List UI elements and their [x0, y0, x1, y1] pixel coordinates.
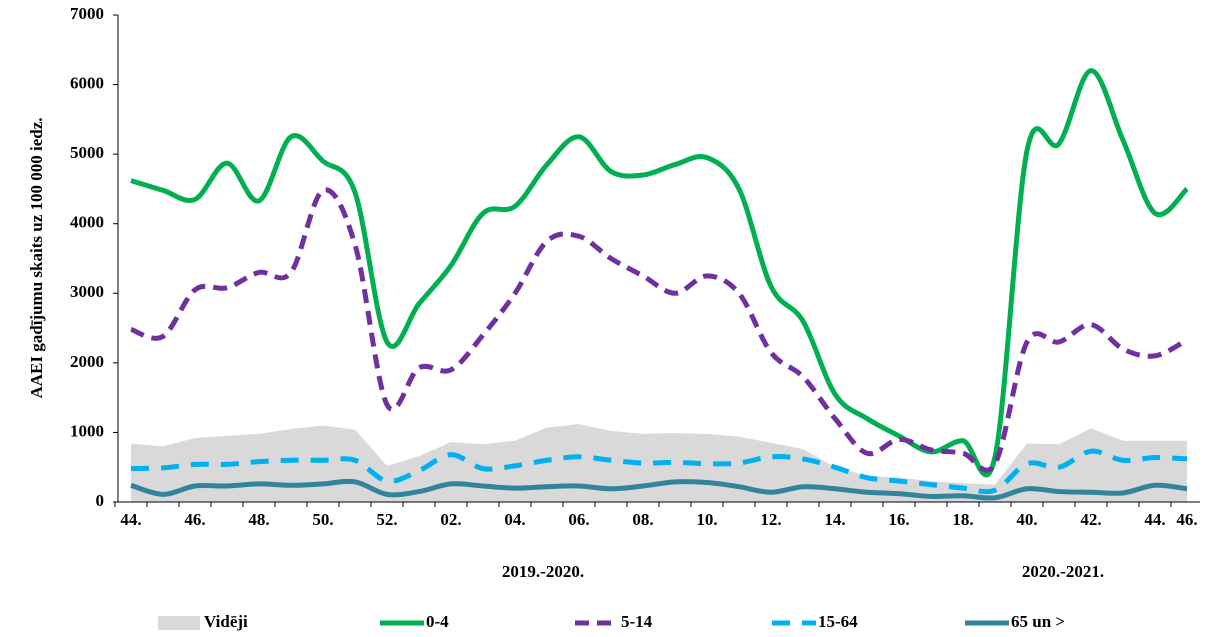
x-tick-label: 16. — [888, 510, 909, 529]
y-axis-label: AAEI gadījumu skaits uz 100 000 iedz. — [27, 117, 46, 398]
x-tick-label: 50. — [312, 510, 333, 529]
x-tick-label: 14. — [824, 510, 845, 529]
x-tick-label: 52. — [376, 510, 397, 529]
legend-label: 65 un > — [1011, 612, 1065, 631]
x-tick-label: 44. — [1144, 510, 1165, 529]
y-tick-label: 5000 — [70, 143, 104, 162]
x-tick-label: 08. — [632, 510, 653, 529]
line — [130, 448, 1188, 495]
legend-label: 15-64 — [818, 612, 858, 631]
x-tick-label: 10. — [696, 510, 717, 529]
line — [130, 187, 1189, 473]
x-tick-label: 46. — [184, 510, 205, 529]
x-tick-label: 48. — [248, 510, 269, 529]
legend-label: Vidēji — [204, 612, 248, 631]
line — [130, 478, 1188, 501]
y-tick-label: 0 — [96, 491, 105, 510]
legend-swatch — [158, 616, 200, 630]
y-tick-label: 3000 — [70, 282, 104, 301]
y-tick-label: 4000 — [70, 213, 104, 232]
x-tick-label: 42. — [1080, 510, 1101, 529]
x-tick-label: 06. — [568, 510, 589, 529]
y-tick-label: 7000 — [70, 4, 104, 23]
x-tick-label: 02. — [440, 510, 461, 529]
x-tick-label: 46. — [1176, 510, 1197, 529]
x-tick-label: 18. — [952, 510, 973, 529]
x-tick-label: 04. — [504, 510, 525, 529]
y-tick-label: 6000 — [70, 73, 104, 92]
legend-label: 0-4 — [426, 612, 449, 631]
group-label: 2019.-2020. — [502, 562, 584, 581]
y-tick-label: 1000 — [70, 421, 104, 440]
legend-label: 5-14 — [621, 612, 653, 631]
x-tick-label: 44. — [120, 510, 141, 529]
line — [130, 68, 1189, 478]
y-tick-label: 2000 — [70, 352, 104, 371]
group-label: 2020.-2021. — [1022, 562, 1104, 581]
x-tick-label: 12. — [760, 510, 781, 529]
x-tick-label: 40. — [1016, 510, 1037, 529]
